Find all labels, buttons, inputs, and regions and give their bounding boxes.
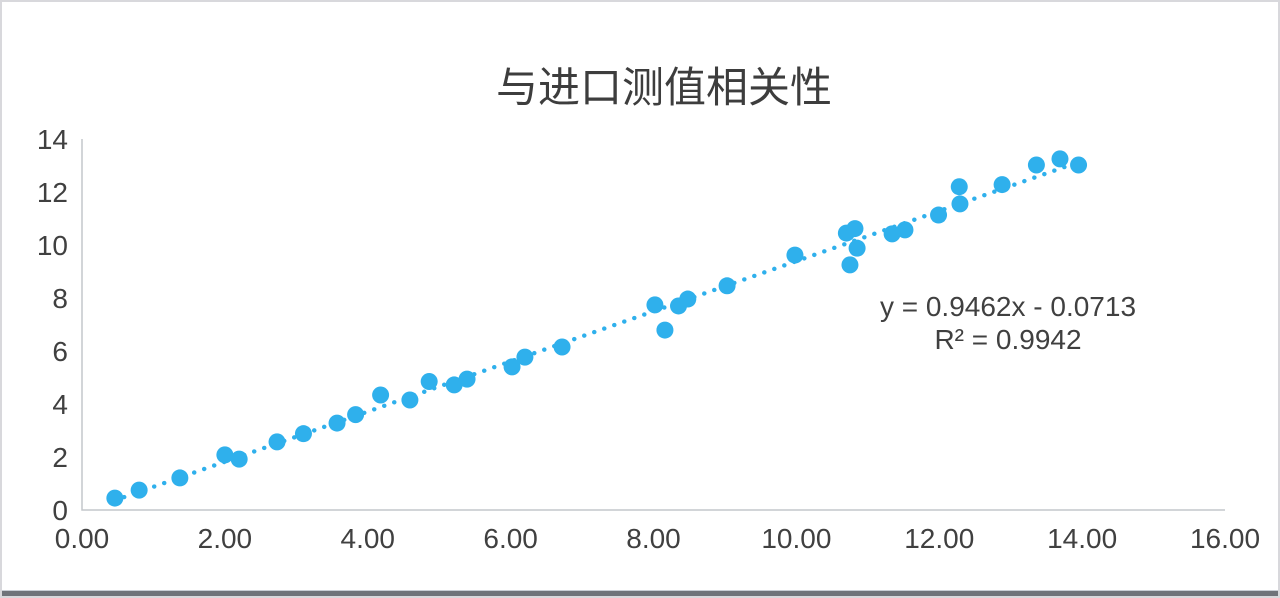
axis-lines [81,139,1225,511]
data-point [230,450,248,468]
data-point [516,348,534,366]
x-axis-tick-label: 4.00 [341,523,396,554]
data-point [216,446,234,464]
data-point [993,176,1011,194]
bottom-edge-bar [2,590,1278,596]
chart-title: 与进口测值相关性 [495,64,832,111]
y-axis-tick-label: 2 [52,442,68,473]
data-point [896,221,914,239]
x-axis-tick-label: 16.00 [1190,523,1260,554]
data-point [1027,156,1045,174]
data-point [458,370,476,388]
data-point [930,206,948,224]
data-point [294,425,312,443]
data-point [1051,150,1069,168]
x-axis-tick-label: 2.00 [198,523,253,554]
data-point [372,386,390,404]
data-point [841,256,859,274]
x-axis-tick-label: 8.00 [626,523,681,554]
y-axis-tick-label: 4 [52,389,68,420]
data-point [171,469,189,487]
data-point [553,338,571,356]
y-axis-tick-label: 12 [37,177,68,208]
data-point [786,246,804,264]
data-point [1070,156,1088,174]
data-point [401,391,419,409]
data-point [950,178,968,196]
data-point [679,290,697,308]
data-point [718,277,736,295]
trendline-label: y = 0.9462x - 0.0713 R² = 0.9942 [862,290,1154,356]
data-point [420,372,438,390]
trendline-r-squared: R² = 0.9942 [934,324,1082,355]
y-axis-tick-label: 10 [37,230,68,261]
data-point [445,376,463,394]
y-axis-tick-label: 14 [37,124,68,155]
data-point [328,414,346,432]
x-axis-tick-label: 10.00 [761,523,831,554]
x-axis-tick-label: 14.00 [1047,523,1117,554]
y-axis-tick-label: 6 [52,336,68,367]
data-point [846,220,864,238]
data-point [268,433,286,451]
data-point [130,481,148,499]
data-point [656,321,674,339]
x-axis-tick-label: 6.00 [483,523,538,554]
x-axis-tick-label: 12.00 [904,523,974,554]
y-axis-tick-label: 8 [52,283,68,314]
data-point [848,239,866,257]
y-axis-tick-label: 0 [52,495,68,526]
trendline-equation: y = 0.9462x - 0.0713 [879,291,1137,322]
data-point [951,195,969,213]
data-point [347,406,365,424]
data-point [646,296,664,314]
data-point [503,358,521,376]
data-point [883,225,901,243]
x-axis-tick-label: 0.00 [55,523,110,554]
data-point [106,489,124,507]
